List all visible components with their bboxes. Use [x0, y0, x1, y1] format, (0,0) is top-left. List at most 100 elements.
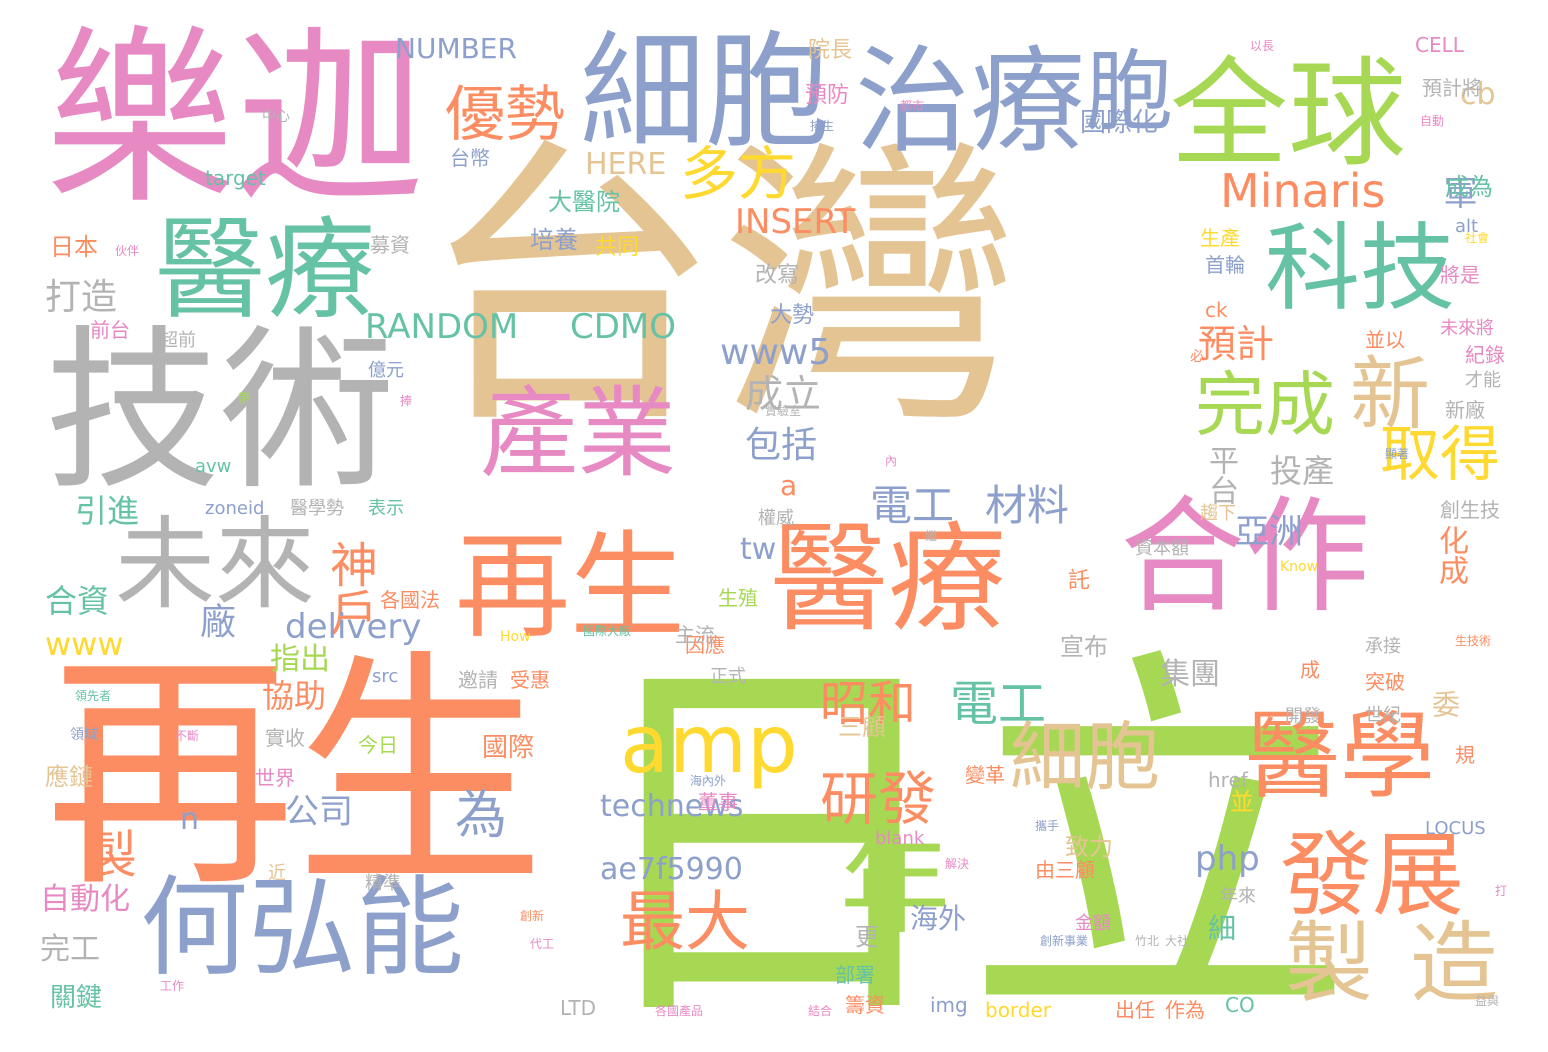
- word-163: 國際大廠: [583, 624, 632, 638]
- word-172: 竹北: [1135, 934, 1160, 948]
- word-38: CDMO: [570, 307, 677, 347]
- word-178: 結合: [808, 1004, 833, 1018]
- word-63: 公司: [285, 792, 353, 832]
- word-132: 世紀: [1365, 705, 1401, 726]
- word-76: 三顧: [838, 713, 886, 741]
- word-129: 成: [1300, 658, 1320, 682]
- word-50: 平台: [1203, 445, 1238, 505]
- word-180: 益與: [1475, 994, 1500, 1008]
- word-184: 繼: [925, 529, 938, 543]
- word-31: 最大: [620, 885, 751, 960]
- word-22: 新: [1350, 348, 1430, 441]
- word-115: 醫學勢: [290, 498, 344, 519]
- word-101: 首輪: [1205, 253, 1245, 277]
- word-35: 電工: [870, 481, 955, 530]
- word-122: 因應: [685, 633, 725, 657]
- word-36: 材料: [985, 481, 1070, 530]
- word-118: 資本額: [1135, 538, 1189, 559]
- word-107: 才能: [1465, 370, 1501, 391]
- word-124: src: [372, 666, 399, 687]
- word-150: 作為: [1165, 998, 1205, 1022]
- word-20: 製: [1285, 912, 1374, 1015]
- word-75: 委: [1428, 690, 1461, 718]
- word-123: 主流: [675, 623, 715, 647]
- word-80: 細: [1208, 912, 1237, 945]
- word-4: 技術: [45, 311, 395, 514]
- word-156: 自動: [1420, 114, 1445, 128]
- word-62: 為: [455, 786, 508, 846]
- word-111: 前台: [90, 318, 130, 342]
- word-131: 承接: [1365, 636, 1401, 657]
- word-56: 國際化: [1080, 108, 1159, 138]
- word-78: 致力: [1065, 833, 1113, 861]
- word-110: 超前: [160, 330, 196, 351]
- word-33: 昭和: [820, 676, 917, 732]
- word-82: 更: [855, 923, 879, 951]
- word-93: 改寫: [755, 263, 800, 288]
- word-188: 捧: [400, 394, 413, 408]
- word-158: 中心: [262, 109, 290, 125]
- word-109: 創生技: [1440, 498, 1500, 522]
- word-187: 帶: [238, 391, 251, 405]
- word-10: 醫療: [155, 206, 375, 334]
- word-73: 培養: [530, 226, 578, 254]
- word-120: 各國法: [380, 588, 440, 612]
- word-65: 指出: [270, 642, 330, 677]
- word-59: 引進: [75, 492, 140, 530]
- word-39: www5: [720, 332, 832, 373]
- word-92: 募資: [370, 233, 410, 257]
- word-154: LTD: [560, 996, 597, 1020]
- word-121: 生殖: [718, 586, 758, 610]
- word-168: 不斷: [175, 729, 200, 743]
- word-103: ck: [1205, 298, 1228, 322]
- word-60: 合資: [45, 582, 110, 620]
- word-61: 廠: [200, 602, 237, 643]
- word-143: 近: [268, 863, 286, 884]
- word-176: 代工: [530, 937, 555, 951]
- word-87: 宣布: [1060, 633, 1108, 661]
- word-3: 樂迦: [45, 9, 426, 230]
- word-177: 工作: [160, 979, 185, 993]
- word-98: 預計將: [1422, 76, 1482, 100]
- word-19: 年: [840, 821, 950, 949]
- word-84: tw: [740, 532, 777, 567]
- word-175: 創新: [520, 909, 545, 923]
- word-141: LOCUS: [1425, 818, 1486, 839]
- word-58: 打造: [45, 277, 118, 318]
- word-29: 細胞: [1010, 713, 1161, 801]
- word-41: HERE: [585, 147, 667, 182]
- word-139: href: [1208, 768, 1248, 792]
- word-48: 亞洲: [1235, 512, 1303, 552]
- word-66: 製: [85, 826, 138, 886]
- word-148: 籌資: [845, 993, 885, 1017]
- word-16: 未來: [115, 506, 315, 623]
- word-43: technews: [600, 789, 744, 824]
- word-126: 受惠: [510, 668, 550, 692]
- word-157: 社會: [1465, 231, 1490, 245]
- word-165: 生技術: [1455, 634, 1492, 648]
- word-100: 生產: [1200, 226, 1240, 250]
- word-13: 醫療: [770, 510, 1007, 648]
- word-69: 完工: [40, 932, 100, 967]
- word-114: zoneid: [205, 498, 265, 519]
- word-18: 發展: [1280, 822, 1465, 929]
- word-136: 世界: [255, 766, 295, 790]
- word-186: 實驗室: [765, 404, 802, 418]
- word-46: www: [45, 625, 124, 663]
- word-7: 胞: [1085, 40, 1174, 143]
- word-23: 完成: [1195, 364, 1335, 446]
- word-105: 未來將: [1440, 318, 1494, 339]
- word-12: 合作: [1120, 485, 1370, 630]
- word-9: 科技: [1265, 214, 1456, 324]
- word-97: CELL: [1415, 33, 1464, 57]
- word-167: 領域: [70, 727, 98, 743]
- word-174: 創新事業: [1040, 934, 1089, 948]
- word-24: 取得: [1380, 420, 1500, 490]
- word-166: 領先者: [75, 689, 112, 703]
- word-6: 治療: [855, 35, 1086, 169]
- word-152: img: [930, 993, 968, 1017]
- word-91: 共同: [595, 235, 640, 260]
- word-49: 投產: [1270, 452, 1335, 490]
- word-81: 海外: [910, 902, 967, 935]
